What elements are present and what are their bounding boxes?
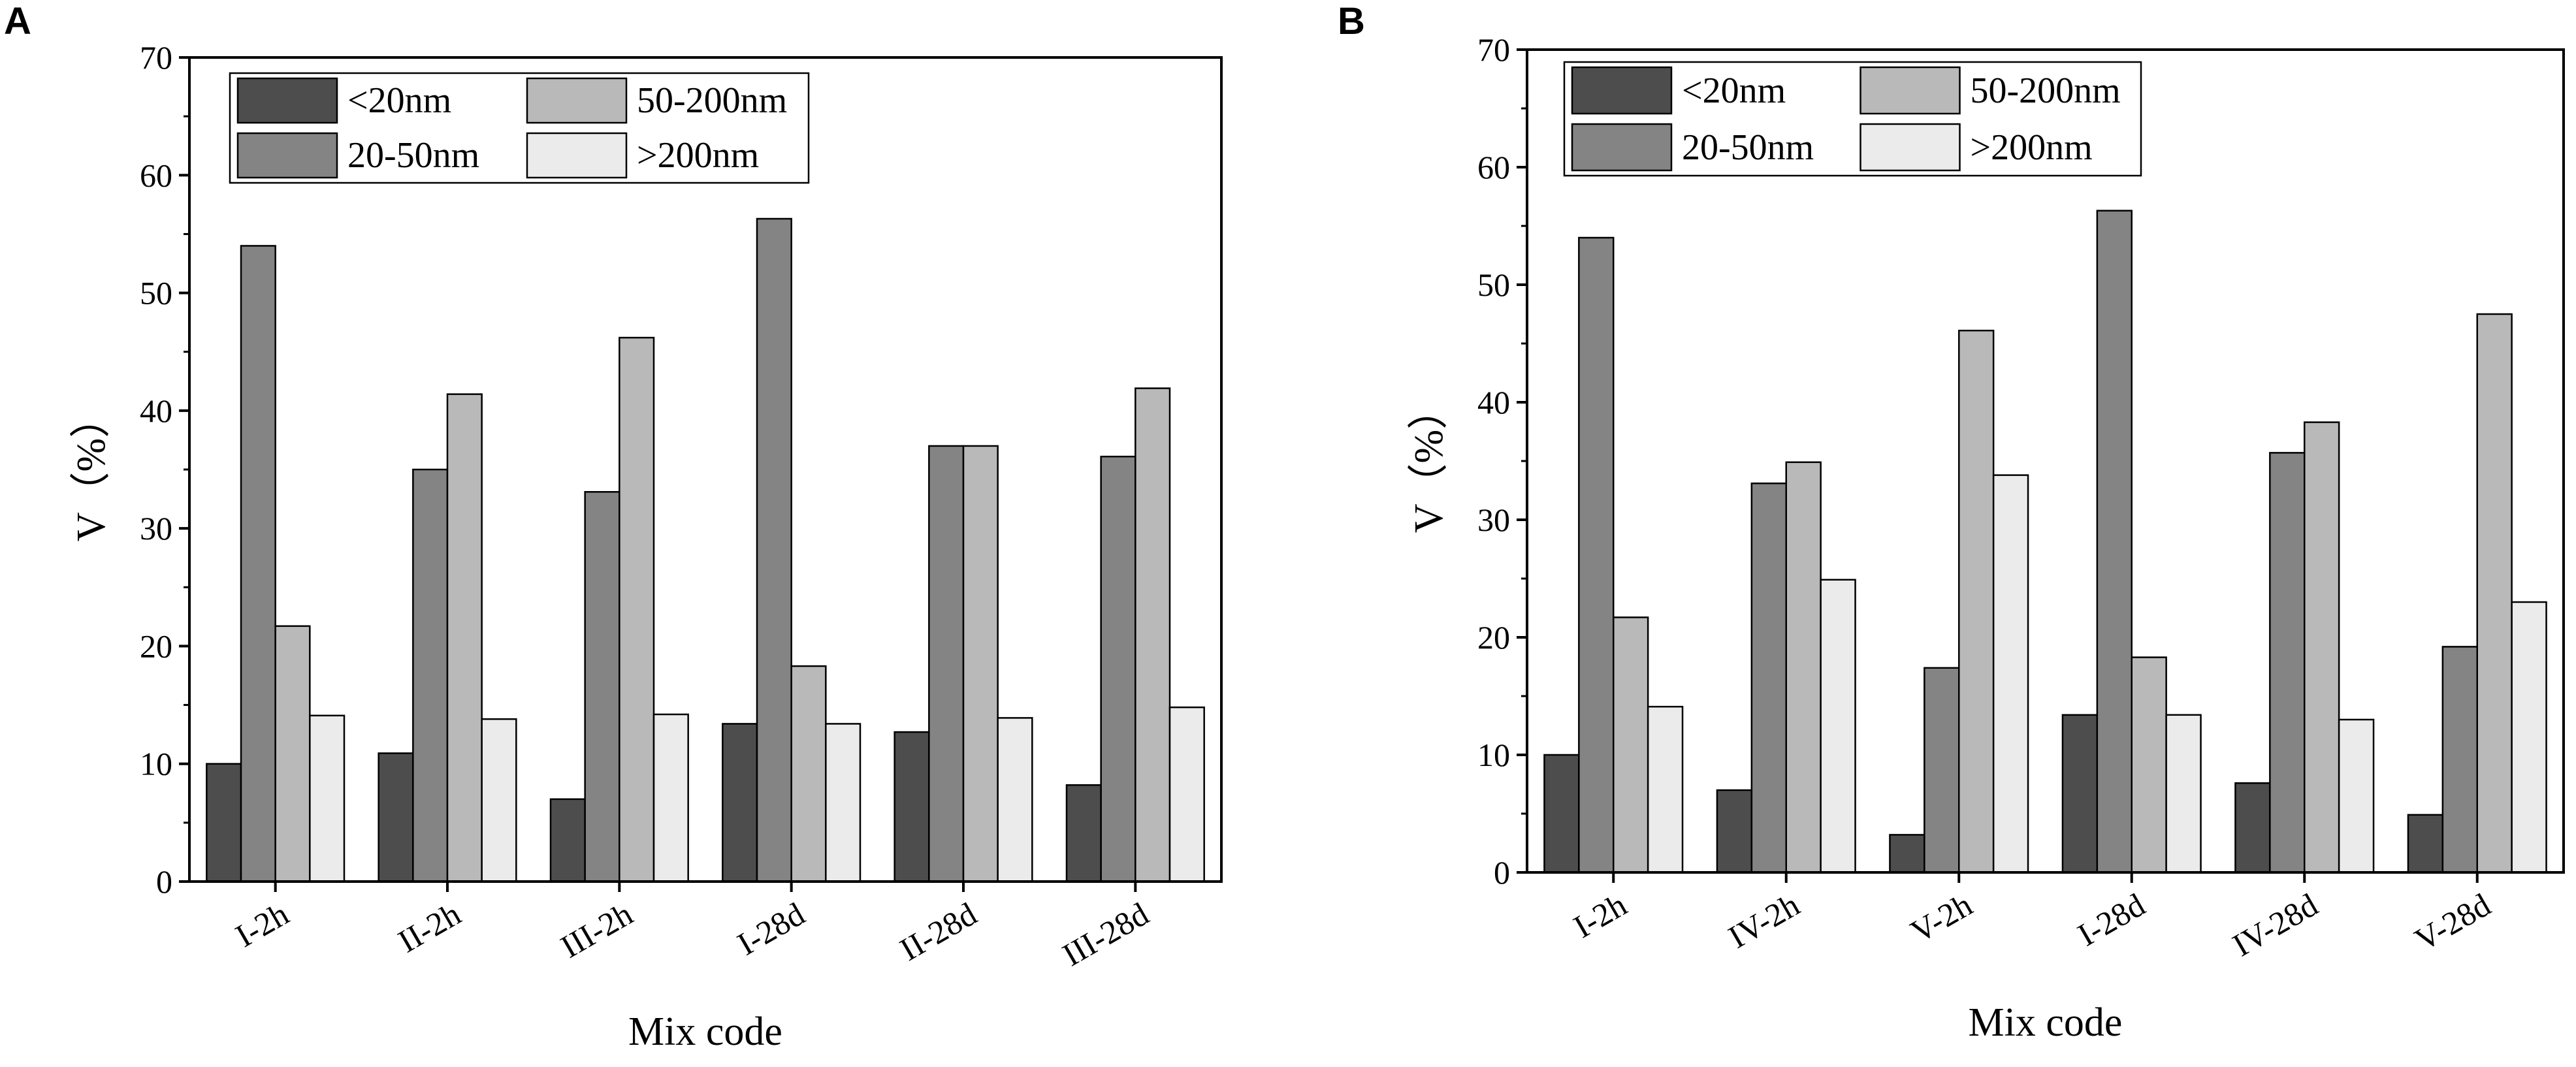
y-tick-label: 50 bbox=[1477, 266, 1510, 303]
bar bbox=[549, 798, 586, 883]
bar bbox=[894, 731, 930, 883]
legend-swatch bbox=[1571, 66, 1673, 115]
y-axis-title: V（%） bbox=[69, 398, 114, 541]
y-tick-label: 20 bbox=[140, 628, 172, 664]
bar bbox=[1168, 706, 1205, 883]
bar bbox=[1716, 789, 1753, 874]
y-tick-label: 60 bbox=[1477, 149, 1510, 185]
legend-label: >200nm bbox=[637, 135, 759, 176]
bar bbox=[2304, 421, 2340, 874]
bar bbox=[1889, 834, 1925, 874]
legend: <20nm 20-50nm 50-200nm >200nm bbox=[1563, 61, 2142, 177]
bar bbox=[2234, 782, 2271, 874]
y-tick-label: 70 bbox=[1477, 31, 1510, 68]
y-axis: 0 10 20 30 40 50 60 70 bbox=[140, 39, 189, 900]
x-axis-title: Mix code bbox=[1969, 1000, 2123, 1045]
legend-label: 20-50nm bbox=[347, 135, 479, 176]
bar bbox=[1924, 667, 1960, 874]
legend-swatch bbox=[236, 132, 338, 179]
y-tick-label: 0 bbox=[156, 863, 172, 900]
bar bbox=[2131, 656, 2167, 874]
y-tick-label: 10 bbox=[140, 746, 172, 782]
y-axis-title: V（%） bbox=[1407, 389, 1451, 533]
bar bbox=[1785, 461, 1822, 874]
bar bbox=[652, 713, 689, 883]
legend-label: 20-50nm bbox=[1682, 127, 1814, 168]
bar bbox=[2061, 714, 2099, 874]
bar bbox=[2338, 718, 2375, 874]
bar bbox=[756, 217, 792, 883]
y-tick-label: 50 bbox=[140, 275, 172, 311]
bar bbox=[584, 491, 620, 883]
y-tick-label: 0 bbox=[1494, 854, 1510, 891]
bar bbox=[2096, 210, 2133, 874]
bar bbox=[1135, 387, 1171, 883]
panel-letter-b: B bbox=[1338, 0, 1365, 42]
legend-swatch bbox=[1860, 66, 1961, 115]
panel-letter-a: A bbox=[4, 0, 31, 42]
y-tick-label: 20 bbox=[1477, 619, 1510, 656]
bar bbox=[2165, 714, 2202, 874]
legend-swatch bbox=[236, 77, 338, 124]
bar bbox=[206, 763, 242, 883]
plot-area bbox=[189, 57, 1221, 882]
y-tick-label: 30 bbox=[1477, 502, 1510, 538]
legend: <20nm 20-50nm 50-200nm >200nm bbox=[229, 72, 810, 184]
bar bbox=[1958, 329, 1995, 874]
y-axis: 0 10 20 30 40 50 60 70 bbox=[1477, 31, 1527, 891]
legend-swatch bbox=[1860, 123, 1961, 172]
bar bbox=[1100, 455, 1136, 883]
bar bbox=[1578, 236, 1615, 874]
bar bbox=[928, 445, 965, 883]
y-tick-label: 10 bbox=[1477, 737, 1510, 773]
legend-swatch bbox=[1571, 123, 1673, 172]
bar bbox=[1647, 705, 1684, 874]
legend-label: <20nm bbox=[1682, 71, 1786, 111]
legend-label: 50-200nm bbox=[1971, 71, 2121, 111]
bars-group bbox=[206, 217, 1205, 883]
bar bbox=[2476, 313, 2513, 874]
legend-label: 50-200nm bbox=[637, 80, 787, 121]
y-tick-label: 40 bbox=[1477, 384, 1510, 421]
y-tick-label: 70 bbox=[140, 39, 172, 76]
bar bbox=[1750, 482, 1788, 874]
bar bbox=[1992, 474, 2029, 874]
y-tick-label: 30 bbox=[140, 510, 172, 547]
bar bbox=[1820, 579, 1856, 874]
bar bbox=[2407, 814, 2444, 874]
bar bbox=[412, 468, 449, 883]
legend-label: >200nm bbox=[1971, 127, 2093, 168]
bar bbox=[1613, 616, 1649, 874]
legend-swatch bbox=[526, 77, 628, 124]
bar bbox=[378, 752, 414, 883]
bar bbox=[309, 714, 346, 883]
bar bbox=[825, 723, 861, 883]
x-axis-title: Mix code bbox=[628, 1010, 782, 1054]
y-tick-label: 40 bbox=[140, 392, 172, 429]
bar bbox=[790, 665, 827, 883]
y-tick-label: 60 bbox=[140, 157, 172, 193]
bar bbox=[997, 717, 1033, 883]
bar bbox=[274, 625, 311, 883]
legend-swatch bbox=[526, 132, 628, 179]
bar bbox=[240, 245, 276, 883]
bar bbox=[2441, 646, 2479, 874]
bar bbox=[481, 718, 517, 883]
bar bbox=[962, 445, 999, 883]
bar bbox=[1065, 784, 1102, 883]
bar bbox=[619, 336, 655, 883]
bar bbox=[2269, 452, 2306, 874]
legend-label: <20nm bbox=[347, 80, 451, 121]
plot-area bbox=[1527, 50, 2564, 872]
bar bbox=[1543, 754, 1580, 874]
bar bbox=[722, 723, 758, 883]
bar bbox=[2511, 601, 2547, 874]
bar bbox=[446, 393, 483, 883]
